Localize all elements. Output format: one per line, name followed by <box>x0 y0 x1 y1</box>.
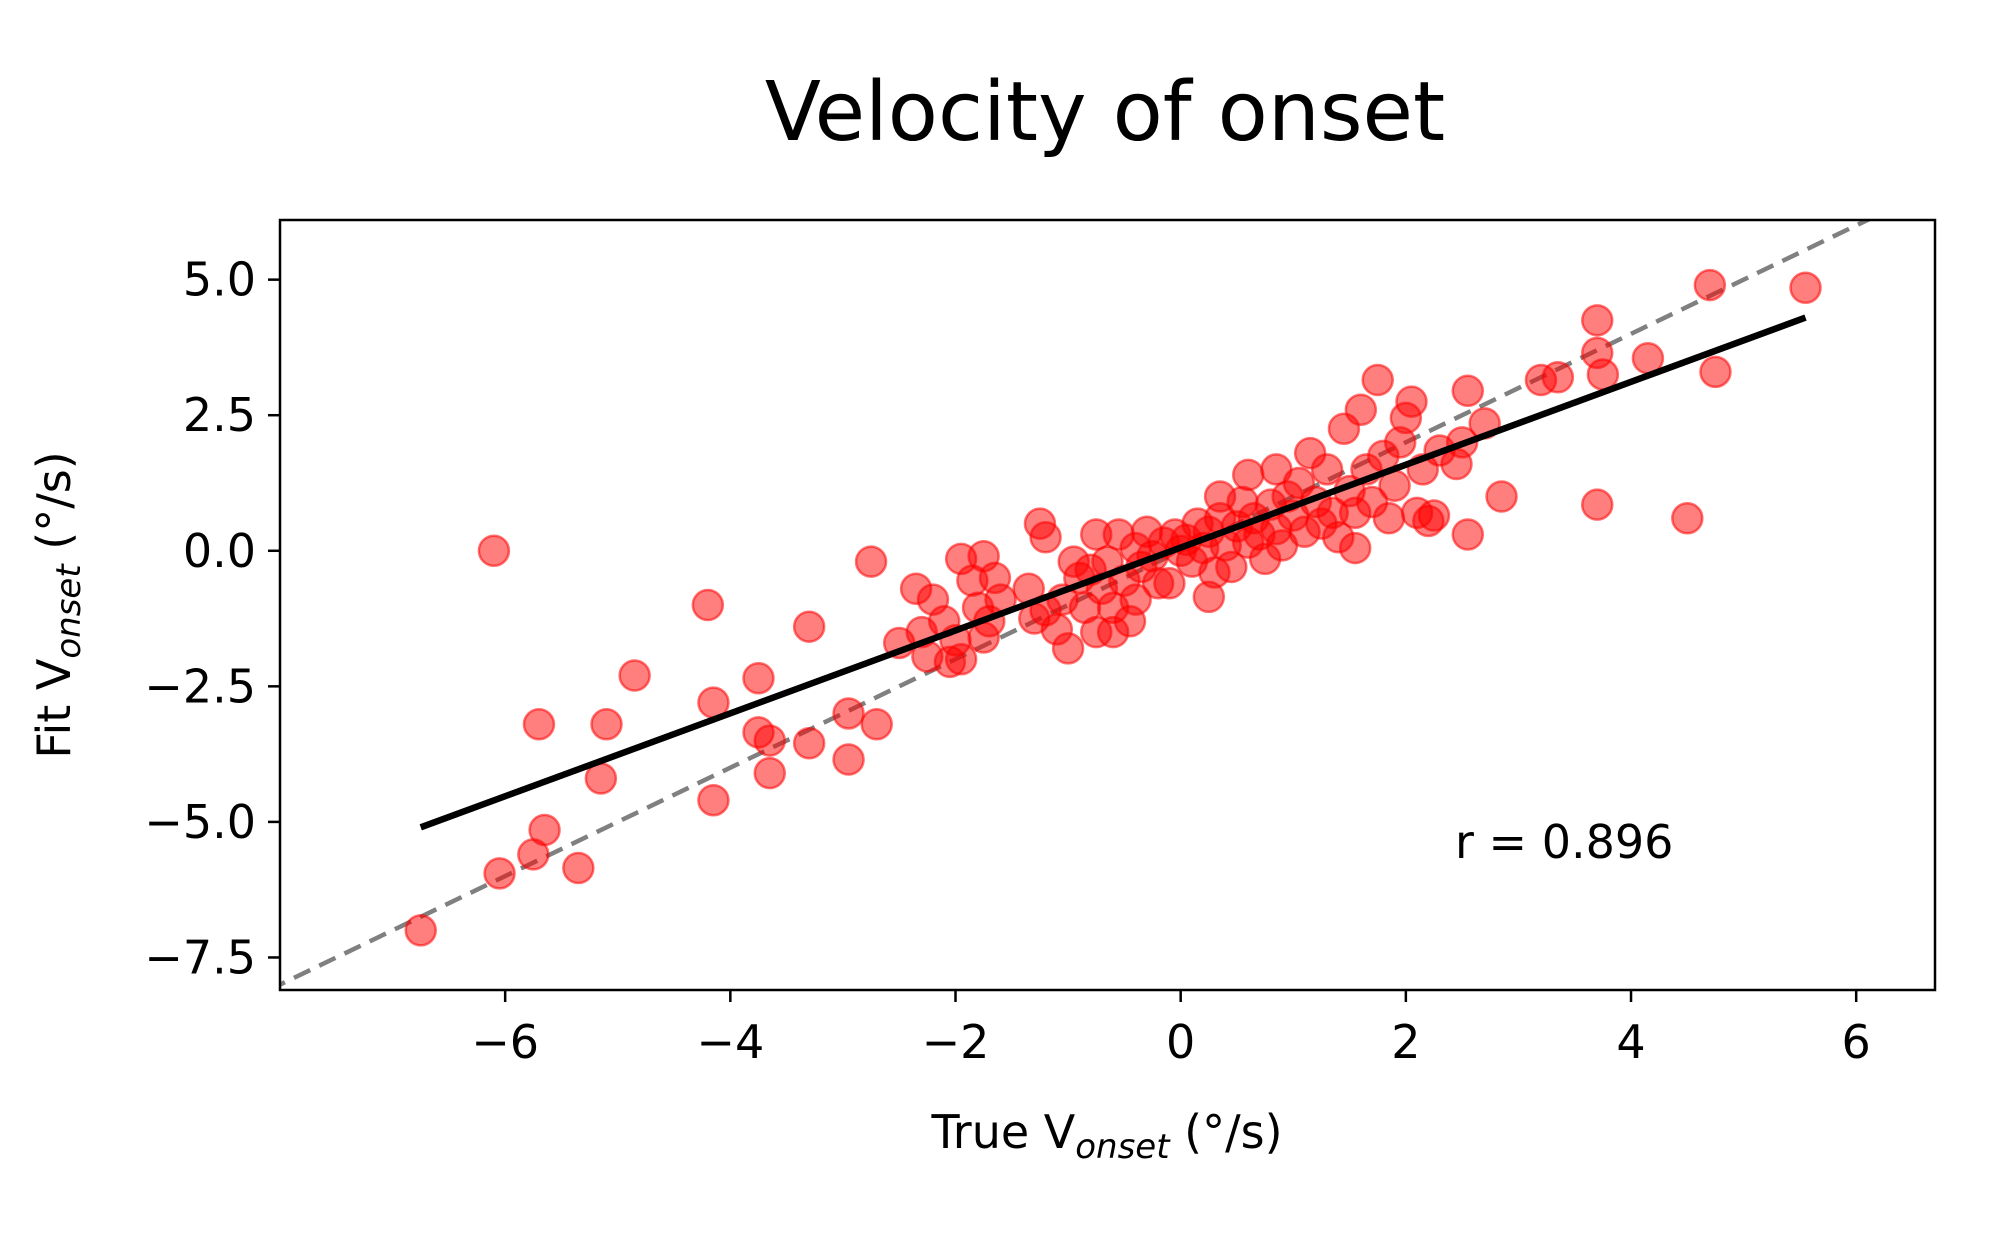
data-point-5 <box>522 708 556 741</box>
data-point-61 <box>1119 583 1152 616</box>
data-points <box>404 268 1822 947</box>
data-point-130 <box>1580 488 1614 521</box>
data-point-32 <box>944 642 978 676</box>
x-axis-ticks: −6 −4 −2 0 2 4 6 <box>471 990 1871 1069</box>
data-point-129 <box>1541 361 1575 394</box>
data-point-44 <box>1029 520 1062 554</box>
data-point-105 <box>1338 531 1372 565</box>
data-point-85 <box>1231 458 1265 492</box>
y-tick-label-1: 2.5 <box>183 388 256 442</box>
y-tick-label-0: 5.0 <box>183 253 256 307</box>
data-point-137 <box>1699 355 1732 389</box>
data-point-22 <box>860 708 893 741</box>
data-point-81 <box>1215 550 1248 584</box>
data-point-136 <box>1693 268 1727 302</box>
y-tick-label-4: −5.0 <box>144 795 256 849</box>
x-axis-label-unit: (°/s) <box>1170 1105 1283 1159</box>
data-point-135 <box>1671 501 1704 535</box>
data-point-125 <box>1451 374 1485 408</box>
data-point-8 <box>590 708 623 741</box>
fit-line <box>419 314 1807 831</box>
data-point-19 <box>832 697 865 730</box>
data-point-18 <box>792 727 826 760</box>
x-tick-label-5: 4 <box>1616 1015 1645 1069</box>
data-point-107 <box>1344 393 1378 427</box>
data-point-127 <box>1485 480 1518 513</box>
x-axis-label: True Vonset (°/s) <box>930 1105 1282 1167</box>
data-point-47 <box>1051 632 1085 665</box>
y-tick-label-5: −7.5 <box>144 930 256 984</box>
data-point-1 <box>483 857 516 890</box>
y-axis-ticks: 5.0 2.5 0.0 −2.5 −5.0 −7.5 <box>144 253 280 984</box>
data-point-6 <box>562 851 595 885</box>
data-point-0 <box>404 914 437 947</box>
data-point-16 <box>753 756 786 790</box>
x-tick-label-3: 0 <box>1166 1015 1195 1069</box>
data-point-68 <box>1153 567 1186 600</box>
r-annotation: r = 0.896 <box>1455 815 1673 869</box>
data-point-15 <box>753 724 786 757</box>
y-axis-label: Fit Vonset (°/s) <box>27 451 89 758</box>
data-point-138 <box>1789 271 1822 305</box>
data-point-110 <box>1361 363 1394 397</box>
data-point-112 <box>1372 501 1406 535</box>
data-point-4 <box>528 813 561 847</box>
data-point-120 <box>1417 499 1451 532</box>
data-point-116 <box>1395 385 1428 418</box>
data-point-2 <box>477 534 511 568</box>
data-point-17 <box>792 610 826 643</box>
y-tick-label-3: −2.5 <box>144 659 256 713</box>
data-point-12 <box>697 783 730 817</box>
data-point-124 <box>1451 518 1485 551</box>
chart-title: Velocity of onset <box>765 65 1445 160</box>
y-axis-label-unit: (°/s) <box>27 451 81 564</box>
data-point-21 <box>854 545 888 578</box>
x-tick-label-4: 2 <box>1391 1015 1420 1069</box>
data-point-13 <box>742 661 775 695</box>
data-point-10 <box>691 588 725 622</box>
x-axis-label-subscript: onset <box>1075 1127 1171 1167</box>
x-tick-label-6: 6 <box>1842 1015 1871 1069</box>
x-tick-label-0: −6 <box>471 1015 539 1069</box>
data-point-100 <box>1310 453 1344 486</box>
y-axis-label-main: Fit V <box>27 658 81 759</box>
data-point-20 <box>832 743 865 776</box>
fit-line-layer <box>419 314 1807 831</box>
data-point-9 <box>618 659 651 692</box>
data-point-131 <box>1580 304 1614 337</box>
x-tick-label-2: −2 <box>922 1015 990 1069</box>
y-tick-label-2: 0.0 <box>183 524 256 578</box>
y-axis-label-subscript: onset <box>49 563 89 659</box>
plot-frame <box>278 218 1937 992</box>
x-tick-label-1: −4 <box>696 1015 764 1069</box>
x-axis-label-main: True V <box>930 1105 1075 1159</box>
